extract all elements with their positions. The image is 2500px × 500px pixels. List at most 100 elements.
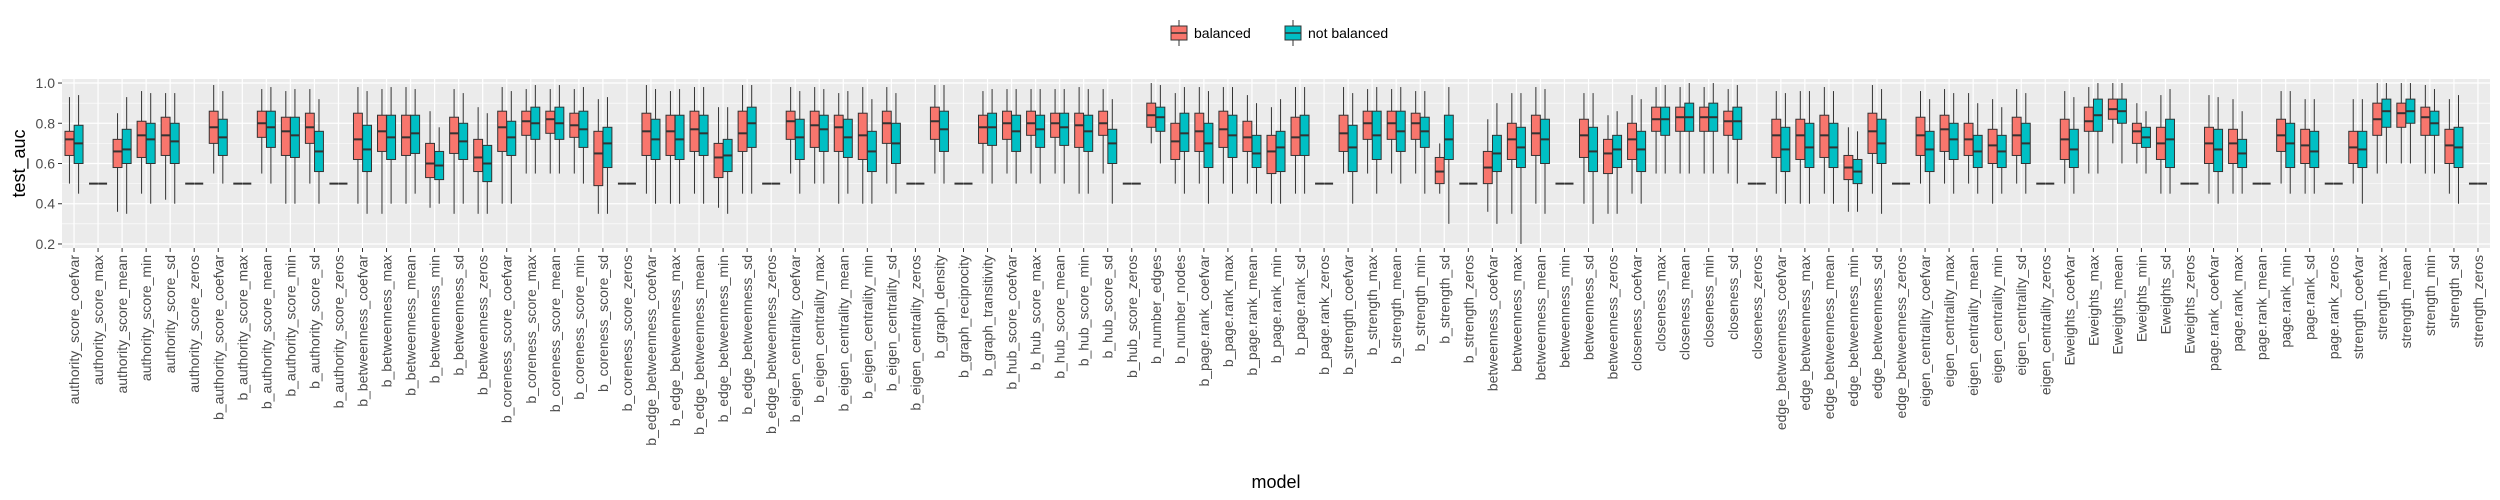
box-body [2131, 122, 2142, 144]
box-not-balanced [1948, 93, 1959, 194]
box-body [1530, 114, 1541, 156]
box-not-balanced [1540, 89, 1550, 214]
box-not-balanced [1299, 87, 1310, 194]
box-body [929, 106, 940, 140]
box-body [64, 130, 75, 156]
box-balanced [2059, 91, 2070, 184]
box-not-balanced [2020, 93, 2031, 194]
box-balanced [304, 89, 315, 184]
x-tick-label: b_eigen_centrality_coefvar [787, 255, 803, 423]
box-body [1203, 122, 1214, 169]
box-not-balanced [506, 91, 517, 204]
box-body [1011, 114, 1022, 152]
x-tick-label: b_authority_score_zeros [330, 255, 346, 408]
x-tick-label: b_authority_score_coefvar [210, 255, 226, 420]
x-tick-label: b_betweenness_zeros [475, 255, 491, 395]
x-tick-label: edge_betweenness_max [1797, 255, 1813, 411]
x-tick-label: edge_betweenness_coefvar [1773, 255, 1789, 430]
box-balanced [665, 91, 676, 204]
x-tick-label: b_edge_betweenness_zeros [763, 255, 779, 434]
box-balanced [1771, 91, 1782, 194]
x-tick-label: b_edge_betweenness_max [667, 255, 683, 426]
x-tick-label: b_coreness_score_zeros [619, 255, 635, 411]
box-body [1155, 106, 1166, 132]
x-tick-label: b_number_nodes [1172, 255, 1188, 364]
box-balanced [1963, 93, 1974, 184]
x-tick-label: eigen_centrality_sd [2013, 255, 2029, 376]
x-tick-label: b_authority_score_min [282, 255, 298, 397]
x-tick-label: eigen_centrality_coefvar [1917, 255, 1933, 407]
box-body [1819, 114, 1830, 158]
box-body [1723, 110, 1734, 136]
box-not-balanced [746, 85, 757, 194]
box-body [2300, 128, 2311, 165]
box-body [674, 114, 685, 160]
box-not-balanced [1443, 87, 1454, 224]
x-tick-label: Eweights_max [2085, 255, 2101, 346]
box-body [1828, 122, 1839, 169]
box-body [1924, 130, 1935, 173]
box-balanced [1074, 87, 1085, 194]
x-tick-label: Eweights_sd [2157, 255, 2173, 334]
x-tick-label: b_hub_score_sd [1100, 255, 1116, 359]
box-not-balanced [698, 87, 709, 204]
box-body [2285, 122, 2296, 169]
y-tick-label: 0.6 [36, 156, 56, 172]
legend-item: balanced [1170, 20, 1251, 46]
box-balanced [2396, 83, 2407, 164]
box-not-balanced [2309, 99, 2320, 194]
box-body [1386, 110, 1397, 140]
box-body [1419, 116, 1430, 148]
box-body [2396, 102, 2407, 128]
box-body [818, 114, 829, 152]
box-not-balanced [314, 99, 324, 204]
box-body [1771, 118, 1782, 158]
box-body [425, 142, 435, 179]
y-axis: 0.2 0.4 0.6 0.8 1.0 [36, 75, 62, 252]
box-not-balanced [1371, 87, 1382, 194]
box-not-balanced [1708, 83, 1719, 174]
x-tick-label: b_edge_betweenness_mean [691, 255, 707, 435]
box-body [665, 114, 676, 156]
box-body [473, 138, 484, 173]
box-body [2420, 106, 2431, 136]
box-balanced [425, 111, 435, 208]
x-tick-label: b_eigen_centrality_sd [883, 255, 899, 391]
box-body [410, 114, 421, 154]
box-not-balanced [842, 91, 853, 194]
box-balanced [2420, 85, 2431, 174]
box-balanced [1338, 87, 1349, 174]
box-body [1636, 130, 1647, 173]
box-balanced [1362, 89, 1373, 174]
box-not-balanced [554, 85, 565, 174]
box-body [2381, 98, 2392, 128]
x-tick-label: b_page.rank_sd [1292, 255, 1308, 355]
box-not-balanced [1588, 93, 1599, 224]
box-body [1107, 128, 1118, 165]
box-not-balanced [2285, 91, 2296, 194]
x-tick-label: edge_betweenness_min [1845, 255, 1861, 407]
box-body [1915, 116, 1926, 156]
box-balanced [1218, 87, 1229, 184]
x-tick-label: b_coreness_score_sd [595, 255, 611, 392]
box-body [1804, 122, 1815, 169]
x-tick-label: betweenness_mean [1532, 255, 1548, 380]
x-tick-label: Eweights_coefvar [2061, 255, 2077, 366]
box-not-balanced [1876, 89, 1887, 214]
box-body [521, 110, 532, 136]
box-not-balanced [2117, 83, 2127, 164]
box-body [1266, 134, 1277, 175]
box-not-balanced [362, 91, 373, 214]
x-tick-label: b_graph_density [931, 255, 947, 359]
box-body [833, 114, 844, 152]
x-tick-label: betweenness_coefvar [1484, 255, 1500, 392]
box-body [1059, 112, 1070, 146]
x-tick-label: page.rank_coefvar [2206, 255, 2222, 371]
box-body [1443, 114, 1454, 160]
box-not-balanced [2357, 99, 2368, 204]
box-not-balanced [1227, 87, 1238, 194]
box-not-balanced [1155, 85, 1166, 164]
box-balanced [352, 87, 363, 204]
box-body [1179, 112, 1190, 152]
x-tick-label: b_betweenness_mean [403, 255, 419, 396]
